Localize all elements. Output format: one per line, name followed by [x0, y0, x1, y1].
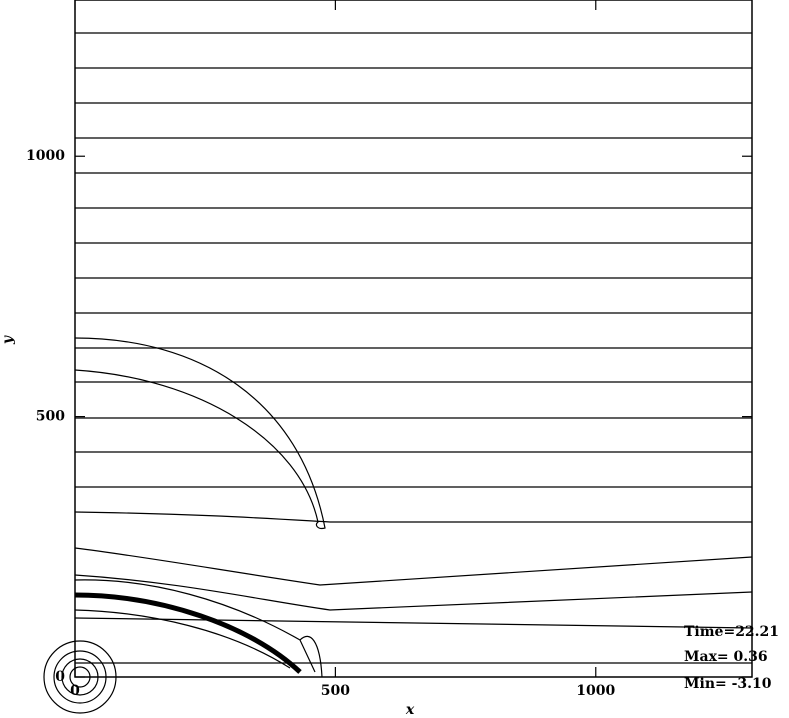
x-tick-label: 500	[321, 683, 350, 699]
x-tick-label: 0	[70, 683, 80, 699]
x-tick-label: 1000	[576, 683, 615, 699]
annotation: Max= 0.36	[684, 649, 768, 665]
x-axis-label: x	[405, 702, 415, 718]
y-tick-label: 0	[55, 669, 65, 685]
contour-lines	[43, 32, 753, 714]
y-tick-label: 1000	[26, 148, 65, 164]
y-tick-label: 500	[36, 409, 65, 425]
y-axis-label: y	[0, 335, 16, 345]
annotation: Min= -3.10	[684, 676, 772, 692]
plot-frame	[74, 0, 753, 678]
annotation: Time=22.21	[684, 624, 779, 640]
